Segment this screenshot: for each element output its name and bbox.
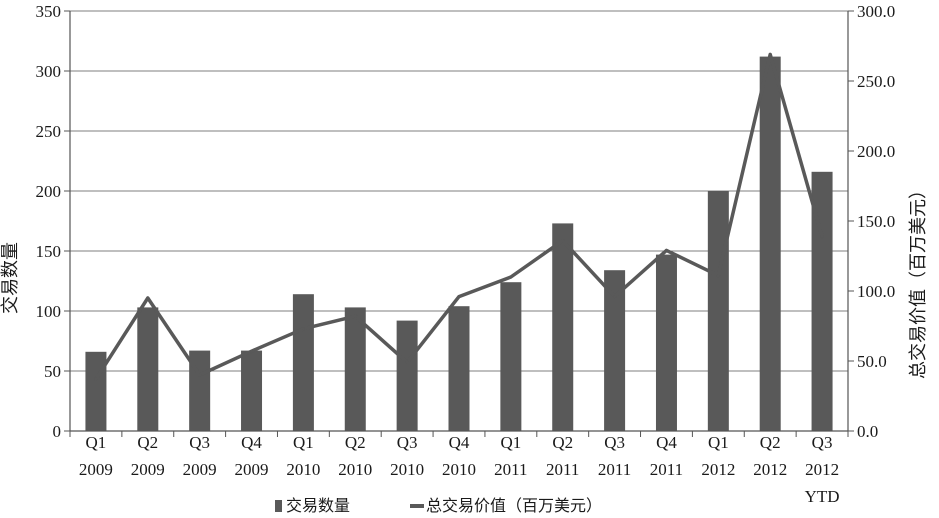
line-point	[353, 314, 357, 318]
right-tick-label: 100.0	[857, 282, 895, 301]
bar	[500, 282, 522, 431]
bar	[241, 350, 263, 431]
line-point	[457, 295, 461, 299]
bar	[604, 270, 626, 431]
line-point	[561, 239, 565, 243]
left-tick-label: 350	[36, 2, 62, 21]
legend-line-swatch	[410, 504, 424, 508]
right-tick-label: 150.0	[857, 212, 895, 231]
left-tick-label: 100	[36, 302, 62, 321]
category-label: 2009	[235, 460, 269, 479]
category-label: Q1	[708, 433, 729, 452]
right-tick-label: 0.0	[857, 422, 878, 441]
category-label: Q4	[656, 433, 677, 452]
line-point	[613, 295, 617, 299]
line-point	[94, 377, 98, 381]
bar	[811, 171, 833, 432]
left-tick-label: 0	[53, 422, 62, 441]
category-label: 2012	[805, 460, 839, 479]
category-label: 2010	[442, 460, 476, 479]
line-point	[301, 327, 305, 331]
bar	[707, 191, 729, 431]
category-label: 2009	[79, 460, 113, 479]
line-series	[94, 52, 824, 381]
legend: 交易数量 总交易价值（百万美元）	[275, 496, 602, 515]
line-point	[146, 296, 150, 300]
line-point	[405, 360, 409, 364]
category-label: 2012	[701, 460, 735, 479]
category-label: Q2	[137, 433, 158, 452]
category-label: 2009	[183, 460, 217, 479]
right-axis-ticks: 0.0 50.0 100.0 150.0 200.0 250.0 300.0	[857, 2, 895, 441]
left-tick-label: 200	[36, 182, 62, 201]
bar	[85, 351, 107, 431]
category-label: 2010	[338, 460, 372, 479]
bar	[552, 223, 574, 431]
legend-line-label: 总交易价值（百万美元）	[426, 496, 602, 515]
line-point	[716, 274, 720, 278]
bar	[292, 294, 314, 431]
legend-bar-swatch	[275, 500, 282, 512]
category-label: 2011	[546, 460, 579, 479]
category-label: 2010	[286, 460, 320, 479]
category-label: Q2	[345, 433, 366, 452]
line-point	[664, 248, 668, 252]
left-axis-ticks: 0 50 100 150 200 250 300 350	[36, 2, 62, 441]
right-tick-label: 50.0	[857, 352, 887, 371]
category-labels: Q1 2009 Q2 2009 Q3 2009 Q4 2009 Q1 2010 Q2 2010 Q3 20…	[79, 433, 840, 506]
line-point	[820, 234, 824, 238]
category-label: Q1	[86, 433, 107, 452]
line-point	[768, 52, 772, 56]
category-label: 2011	[650, 460, 683, 479]
category-label: 2010	[390, 460, 424, 479]
category-label: 2011	[598, 460, 631, 479]
left-tick-label: 50	[44, 362, 61, 381]
category-label: 2009	[131, 460, 165, 479]
line-point	[198, 373, 202, 377]
category-label: Q2	[552, 433, 573, 452]
bar	[396, 320, 418, 431]
legend-bar-label: 交易数量	[286, 496, 350, 515]
line-point	[509, 275, 513, 279]
category-label: 2011	[494, 460, 527, 479]
bar	[137, 307, 159, 431]
bar	[759, 56, 781, 431]
category-label: Q4	[241, 433, 262, 452]
category-label: Q3	[397, 433, 418, 452]
category-label: Q1	[500, 433, 521, 452]
left-tick-label: 250	[36, 122, 62, 141]
category-label: Q1	[293, 433, 314, 452]
bar	[448, 306, 470, 431]
category-label: 2012	[753, 460, 787, 479]
category-label: Q3	[604, 433, 625, 452]
category-label: Q3	[189, 433, 210, 452]
right-tick-label: 200.0	[857, 142, 895, 161]
right-tick-label: 250.0	[857, 72, 895, 91]
left-tick-label: 150	[36, 242, 62, 261]
category-label: Q4	[449, 433, 470, 452]
right-axis-title: 总交易价值（百万美元）	[908, 181, 929, 379]
line-point	[250, 349, 254, 353]
right-tick-label: 300.0	[857, 2, 895, 21]
category-label: Q3	[812, 433, 833, 452]
bar	[344, 307, 366, 431]
axes	[64, 10, 854, 437]
gridlines	[70, 10, 848, 372]
left-axis-title: 交易数量	[0, 242, 21, 314]
left-tick-label: 300	[36, 62, 62, 81]
bar	[655, 254, 677, 431]
category-label: Q2	[760, 433, 781, 452]
category-label: YTD	[805, 487, 840, 506]
